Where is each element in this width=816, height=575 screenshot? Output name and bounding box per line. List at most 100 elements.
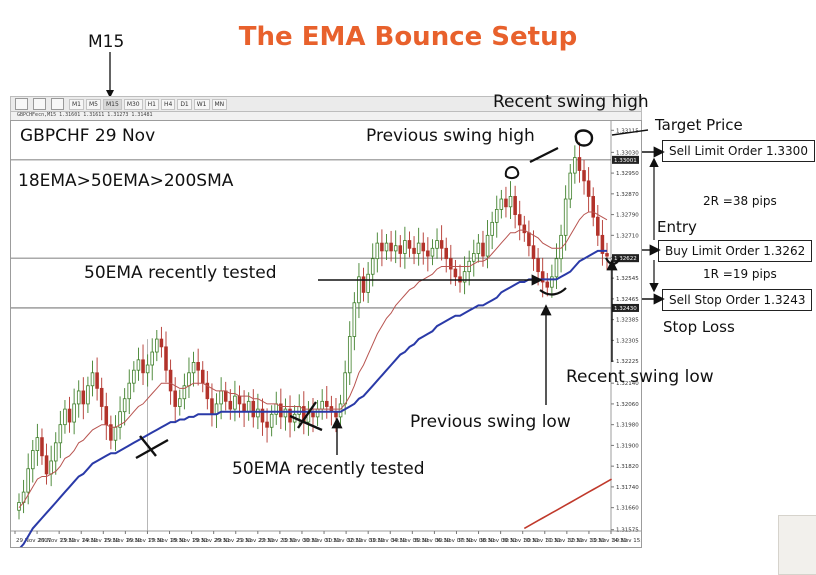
y-tick-label: 1.32225 <box>616 359 639 365</box>
y-tick-label: 1.33115 <box>616 128 639 134</box>
candle-body <box>228 400 233 410</box>
candle-body <box>347 336 352 374</box>
objects-icon[interactable] <box>51 98 64 110</box>
sell-limit-box: Sell Limit Order 1.3300 <box>662 140 815 162</box>
candle-body <box>86 385 90 405</box>
crosshair-icon[interactable] <box>15 98 28 110</box>
chart-window-caption: GBPCHFecn,M15 1.31601 1.31611 1.31273 1.… <box>10 112 642 120</box>
candle-body <box>462 271 467 283</box>
candle-body <box>63 408 67 426</box>
target-price-label: Target Price <box>655 116 743 134</box>
price-tag-label: 1.32430 <box>614 306 637 312</box>
candle-body <box>407 240 412 249</box>
candle-body <box>35 437 40 452</box>
candle-body <box>269 413 274 428</box>
x-tick-label: 30 Nov 08:30 <box>457 538 495 544</box>
candle-body <box>26 468 30 493</box>
timeframe-button-m15[interactable]: M15 <box>103 98 122 110</box>
page-title: The EMA Bounce Setup <box>238 22 578 52</box>
candle-body <box>416 242 421 254</box>
timeframe-button-h1[interactable]: H1 <box>144 98 159 110</box>
timeframe-button-w1[interactable]: W1 <box>193 98 210 110</box>
candle-body <box>205 382 210 400</box>
x-tick-label: 29 Nov 23:30 <box>259 538 297 544</box>
timeframe-button-m30[interactable]: M30 <box>123 98 143 110</box>
candle-body <box>173 390 177 407</box>
candle-body <box>90 372 95 387</box>
candle-body <box>490 221 494 236</box>
candle-body <box>366 273 370 293</box>
candle-body <box>550 276 554 288</box>
candle-body <box>246 400 251 413</box>
candle-body <box>540 271 545 283</box>
y-tick-label: 1.32385 <box>616 318 639 324</box>
timeframe-buttons: M1 M5 M15 M30 H1 H4 D1 W1 MN <box>69 98 228 110</box>
candle-body <box>279 403 283 418</box>
x-tick-label: 29 Nov 2017 <box>16 538 52 544</box>
price-tag-box <box>612 155 639 164</box>
price-tag-label: 1.32622 <box>614 256 637 262</box>
candle-body <box>508 196 513 208</box>
timeframe-button-d1[interactable]: D1 <box>177 98 192 110</box>
candle-body <box>393 245 398 252</box>
x-tick-label: 29 Nov 19:30 <box>171 538 209 544</box>
ema-condition: 18EMA>50EMA>200SMA <box>18 171 234 191</box>
candle-body <box>95 372 99 389</box>
y-tick-label: 1.31820 <box>616 464 639 470</box>
text-tool-icon[interactable] <box>33 98 46 110</box>
candle-body <box>485 234 490 257</box>
x-tick-label: 30 Nov 13:30 <box>568 538 606 544</box>
x-tick-label: 30 Nov 00:30 <box>281 538 319 544</box>
timeframe-button-h4[interactable]: H4 <box>160 98 176 110</box>
candle-body <box>72 403 76 423</box>
candle-body <box>476 242 481 254</box>
previous-swing-high-label: Previous swing high <box>366 126 535 146</box>
x-tick-label: 29 Nov 16:30 <box>104 538 142 544</box>
timeframe-button-m1[interactable]: M1 <box>69 98 84 110</box>
candle-body <box>200 369 205 384</box>
candle-body <box>136 359 141 371</box>
candle-body <box>554 258 559 278</box>
candle-body <box>58 424 63 444</box>
candle-body <box>343 372 347 405</box>
candle-body <box>421 242 426 252</box>
candle-body <box>577 157 582 171</box>
candle-body <box>122 398 127 413</box>
candle-body <box>481 242 485 257</box>
x-tick-label: 30 Nov 02:30 <box>325 538 363 544</box>
candle-body <box>444 247 448 260</box>
candle-body <box>517 214 522 226</box>
x-tick-label: 30 Nov 15:30 <box>612 538 641 544</box>
candle-body <box>352 302 357 337</box>
x-tick-label: 30 Nov 10:30 <box>502 538 540 544</box>
candle-body <box>600 234 605 254</box>
candle-body <box>494 209 499 223</box>
candle-body <box>53 442 58 462</box>
x-tick-label: 29 Nov 13:30 <box>38 538 76 544</box>
previous-swing-low-label: Previous swing low <box>410 412 571 432</box>
x-tick-label: 30 Nov 04:30 <box>369 538 407 544</box>
candle-body <box>191 362 196 374</box>
candle-body <box>81 390 86 405</box>
candle-body <box>398 245 403 254</box>
x-tick-label: 30 Nov 09:30 <box>480 538 518 544</box>
timeframe-button-mn[interactable]: MN <box>211 98 228 110</box>
candle-body <box>380 242 384 252</box>
candle-body <box>522 224 527 234</box>
candle-body <box>31 450 35 470</box>
candle-body <box>145 364 150 374</box>
candle-body <box>168 369 173 392</box>
ema-tested-upper-label: 50EMA recently tested <box>84 263 277 283</box>
candle-body <box>40 437 44 457</box>
y-tick-label: 1.31900 <box>616 443 639 449</box>
reward-label: 2R =38 pips <box>703 194 777 208</box>
candle-body <box>164 346 168 371</box>
candle-body <box>109 424 113 441</box>
candle-body <box>563 198 568 236</box>
candle-body <box>412 247 416 254</box>
x-tick-label: 29 Nov 18:30 <box>148 538 186 544</box>
candle-body <box>545 281 550 288</box>
ema-tested-lower-label: 50EMA recently tested <box>232 459 425 479</box>
timeframe-button-m5[interactable]: M5 <box>86 98 101 110</box>
candle-body <box>499 198 504 210</box>
